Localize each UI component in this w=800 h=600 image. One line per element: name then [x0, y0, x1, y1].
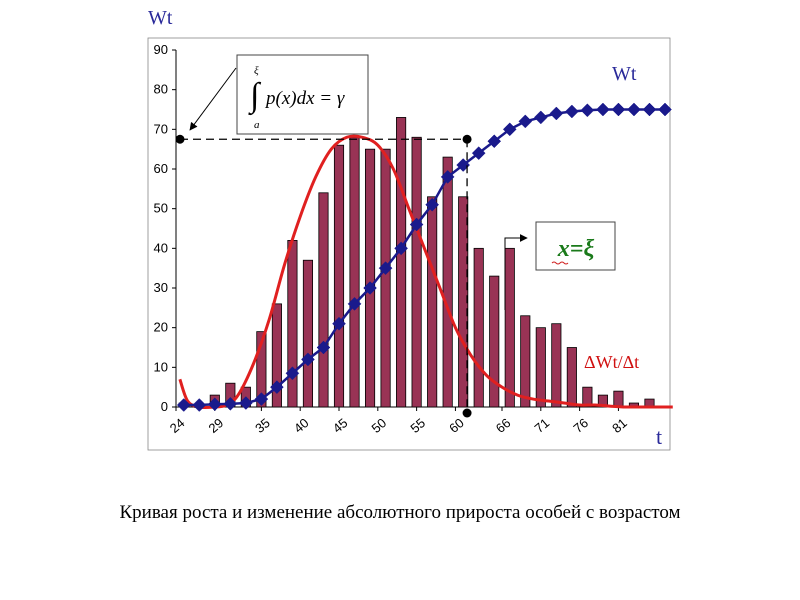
growth-curve-marker	[487, 134, 502, 149]
growth-curve-marker	[596, 102, 610, 117]
growth-curve-marker	[223, 396, 238, 411]
growth-curve-marker	[580, 103, 595, 118]
series-label-dwt: ΔWt/Δt	[584, 352, 639, 372]
y-tick-label: 30	[154, 280, 168, 295]
histogram-bar	[380, 148, 391, 408]
histogram-bar	[520, 315, 531, 408]
growth-curve-marker	[176, 398, 191, 412]
histogram-bar	[349, 136, 360, 408]
growth-curve-marker	[565, 104, 579, 119]
growth-curve-marker	[347, 297, 362, 311]
growth-curve-marker	[192, 398, 207, 412]
growth-curve-marker	[285, 366, 300, 381]
integral-sign: ∫	[248, 77, 262, 116]
y-tick-label: 20	[154, 320, 168, 335]
y-tick-label: 50	[154, 201, 168, 216]
y-tick-label: 80	[154, 82, 168, 97]
histogram-bar	[551, 323, 562, 408]
x-axis-label: t	[656, 424, 662, 449]
histogram-bar	[302, 259, 314, 408]
histogram-bar	[566, 347, 577, 408]
xi-label: x=ξ	[557, 236, 595, 262]
histogram-bar	[504, 247, 515, 408]
histogram-bar	[427, 196, 438, 408]
growth-curve-marker	[409, 217, 424, 232]
xi-curve-point	[462, 134, 472, 144]
integral-expression: p(x)dx = γ	[264, 88, 345, 109]
growth-curve-marker	[239, 396, 253, 410]
integral-lower-bound: a	[254, 119, 260, 131]
spellcheck-underline	[551, 261, 569, 265]
xi-box	[535, 221, 616, 271]
growth-curve-marker	[378, 261, 393, 276]
growth-curve-marker	[254, 392, 269, 406]
y-tick-label: 40	[154, 240, 168, 255]
growth-curve-marker	[518, 114, 533, 129]
growth-curve-marker	[301, 352, 315, 367]
y-tick-label: 10	[154, 359, 168, 374]
series-label-wt: Wt	[612, 63, 637, 85]
growth-curve-marker	[394, 241, 408, 256]
y-tick-label: 90	[154, 42, 168, 57]
growth-curve-marker	[363, 281, 377, 295]
histogram-bar	[582, 386, 593, 408]
growth-curve-marker	[316, 340, 331, 355]
histogram-bar	[473, 247, 484, 408]
growth-curve-marker	[627, 102, 641, 117]
growth-curve-marker	[440, 170, 455, 184]
growth-curve-marker	[425, 197, 439, 212]
figure-caption: Кривая роста и изменение абсолютного при…	[119, 502, 681, 523]
y-tick-label: 0	[161, 399, 168, 414]
growth-curve-marker	[502, 122, 517, 137]
histogram-bar	[333, 144, 345, 408]
growth-curve-marker	[658, 102, 672, 117]
y-tick-label: 70	[154, 121, 168, 136]
histogram-bar	[256, 331, 267, 408]
gamma-point	[175, 134, 185, 144]
growth-curve-marker	[270, 380, 284, 395]
growth-curve-marker	[533, 110, 548, 125]
gamma-arrow	[189, 67, 237, 131]
histogram-bar	[287, 239, 298, 408]
growth-curve-marker	[332, 316, 346, 331]
y-axis-label: Wt	[148, 7, 173, 29]
integral-box	[236, 54, 369, 135]
histogram-bar	[489, 275, 500, 408]
xi-axis-point	[462, 408, 472, 418]
xi-arrow	[504, 234, 528, 310]
integral-upper-bound: ξ	[254, 65, 259, 77]
histogram-bar	[364, 148, 376, 408]
histogram-bar	[396, 117, 407, 408]
growth-curve-marker	[549, 106, 564, 121]
histogram-bar	[442, 156, 453, 408]
growth-curve-marker	[207, 397, 222, 412]
histogram-bar	[271, 303, 282, 408]
histogram-bar	[613, 390, 624, 408]
growth-curve-marker	[642, 102, 657, 117]
histogram-bar	[458, 196, 469, 408]
histogram-bar	[318, 192, 329, 408]
y-tick-label: 60	[154, 161, 168, 176]
histogram-bar	[411, 136, 422, 408]
histogram-bar	[535, 327, 546, 408]
growth-curve-marker	[611, 102, 626, 117]
growth-curve-marker	[471, 146, 486, 160]
